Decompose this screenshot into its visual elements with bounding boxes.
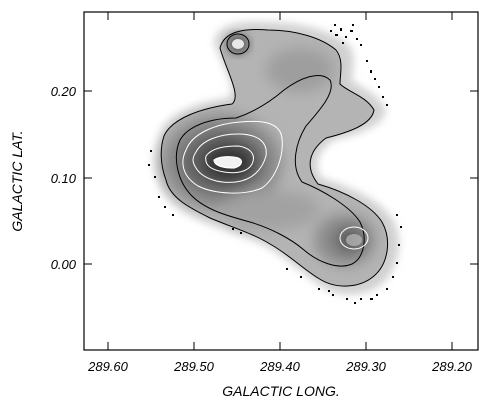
contour-level-3 [182, 120, 283, 194]
y-tick-label: 0.20 [51, 84, 77, 99]
y-tick-labels: 0.20 0.10 0.00 [51, 84, 77, 272]
contour-level-2 [175, 75, 365, 267]
contour-peak [213, 156, 243, 169]
y-tick-label: 0.10 [51, 171, 77, 186]
edge-noise [148, 24, 402, 304]
x-tick-label: 289.30 [345, 359, 387, 374]
x-tick-labels: 289.60 289.50 289.40 289.30 289.20 [87, 359, 473, 374]
x-tick-label: 289.50 [173, 359, 215, 374]
x-tick-label: 289.40 [259, 359, 301, 374]
contour-level-4 [192, 133, 267, 183]
y-tick-label: 0.00 [51, 257, 77, 272]
contour-level-5 [205, 145, 254, 174]
contour-level-1 [160, 29, 389, 287]
x-tick-label: 289.20 [431, 359, 473, 374]
secondary-peak-contour [339, 226, 369, 250]
axis-ticks [84, 12, 478, 350]
emission-image [148, 21, 402, 304]
x-axis-title: GALACTIC LONG. [222, 383, 339, 399]
y-axis-title: GALACTIC LAT. [9, 130, 25, 231]
x-tick-label: 289.60 [87, 359, 129, 374]
